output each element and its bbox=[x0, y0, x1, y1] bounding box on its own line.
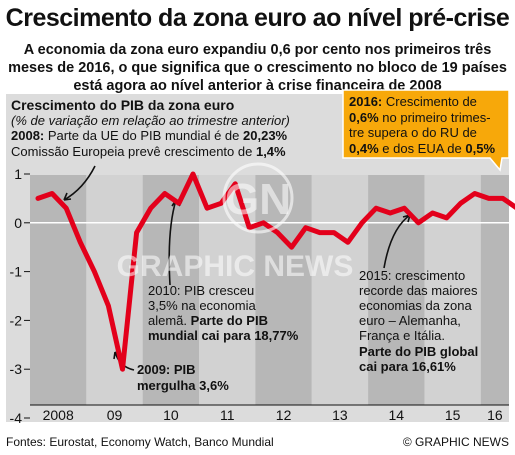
series-line bbox=[35, 171, 515, 372]
source-note: Fontes: Eurostat, Economy Watch, Banco M… bbox=[6, 435, 274, 449]
arrow-2008 bbox=[63, 165, 96, 201]
year-band-10 bbox=[142, 175, 200, 405]
annotation-2010-line-4: mundial cai para 18,77% bbox=[148, 328, 299, 343]
x-tick-label: 2008 bbox=[43, 407, 74, 423]
year-band-12 bbox=[255, 175, 312, 405]
x-tick-label: 11 bbox=[220, 407, 235, 423]
credit: © GRAPHIC NEWS bbox=[403, 435, 509, 449]
y-tick-label: -3 bbox=[10, 361, 23, 377]
x-tick-label: 09 bbox=[107, 407, 123, 423]
y-tick-label: -1 bbox=[10, 264, 23, 280]
watermark-logo: GN bbox=[222, 162, 294, 234]
annotation-2009-line-2: mergulha 3,6% bbox=[137, 378, 229, 393]
year-band-13 bbox=[311, 175, 369, 405]
annotation-2010-line-1: 2010: PIB cresceu bbox=[148, 283, 254, 298]
x-tick-label: 10 bbox=[163, 407, 179, 423]
annotation-2015-line-3: economias da zona bbox=[359, 298, 473, 313]
year-band-09 bbox=[86, 175, 143, 405]
callout-2016-line-3: tre supera o do RU de bbox=[349, 125, 477, 140]
callout-2016-line-2: 0,6% no primeiro trimes- bbox=[349, 110, 491, 125]
chart-subtitle: (% de variação em relação ao trimestre a… bbox=[11, 113, 290, 128]
y-tick-label: 1 bbox=[14, 166, 22, 182]
annotation-2010-line-3: alemã. Parte do PIB bbox=[148, 313, 268, 328]
subtitle-line-1: A economia da zona euro expandiu 0,6 por… bbox=[23, 42, 492, 58]
annotation-2008-line-1: 2008: Parte da UE do PIB mundial é de 20… bbox=[11, 128, 288, 143]
x-tick-label: 16 bbox=[487, 407, 503, 423]
chart-title: Crescimento do PIB da zona euro bbox=[11, 97, 234, 113]
x-tick-label: 14 bbox=[389, 407, 405, 423]
annotation-2010-line-2: 3,5% na economia bbox=[148, 298, 256, 313]
annotation-2015-line-1: 2015: crescimento bbox=[359, 268, 465, 283]
annotation-2015-line-6: Parte do PIB global bbox=[359, 344, 478, 359]
annotation-2008-line-2: Comissão Europeia prevê crescimento de 1… bbox=[11, 144, 286, 159]
y-tick-label: -4 bbox=[10, 410, 23, 426]
x-tick-label: 12 bbox=[276, 407, 292, 423]
annotation-2015-line-4: euro – Alemanha, bbox=[359, 313, 461, 328]
x-tick-label: 15 bbox=[445, 407, 461, 423]
svg-text:GN: GN bbox=[225, 175, 291, 224]
callout-2016: 2016: Crescimento de 0,6% no primeiro tr… bbox=[342, 89, 510, 172]
watermark-text: GRAPHIC NEWS bbox=[117, 250, 354, 283]
y-tick-label: 0 bbox=[14, 215, 22, 231]
year-band-2008 bbox=[30, 175, 87, 405]
x-tick-label: 13 bbox=[332, 407, 348, 423]
y-tick-label: -2 bbox=[10, 312, 23, 328]
annotation-2015-line-7: cai para 16,61% bbox=[359, 359, 456, 374]
page-title: Crescimento da zona euro ao nível pré-cr… bbox=[5, 4, 510, 32]
callout-2016-line-1: 2016: Crescimento de bbox=[349, 94, 477, 109]
year-band-16 bbox=[480, 175, 509, 405]
annotation-2015-line-2: recorde das maiores bbox=[359, 283, 478, 298]
annotation-2015-line-5: França e Itália. bbox=[359, 328, 445, 343]
annotation-2009-line-1: 2009: PIB bbox=[137, 362, 196, 377]
callout-2016-line-4: 0,4% e dos EUA de 0,5% bbox=[349, 141, 495, 156]
subtitle-line-2: meses de 2016, o que significa que o cre… bbox=[8, 60, 507, 76]
